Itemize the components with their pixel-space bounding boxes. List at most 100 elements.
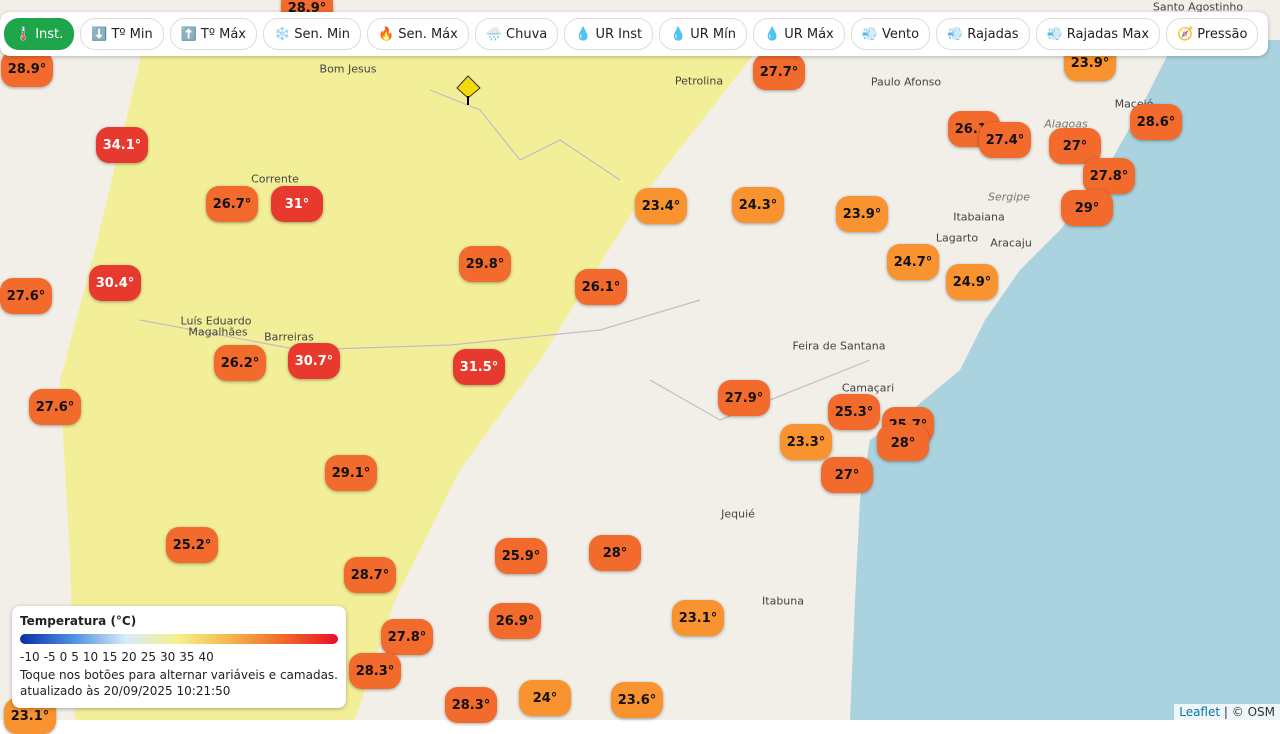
temperature-marker[interactable]: 27.4° <box>979 122 1031 158</box>
button-label[interactable]: Rajadas <box>967 26 1019 42</box>
temperature-marker[interactable]: 23.3° <box>780 424 832 460</box>
toolbar-button[interactable]: 🌧️ Chuva <box>474 18 559 50</box>
temperature-marker[interactable]: 25.3° <box>828 394 880 430</box>
toolbar-button[interactable]: 💨 Rajadas <box>936 18 1030 50</box>
temperature-marker[interactable]: 27.8° <box>1083 158 1135 194</box>
temperature-marker[interactable]: 30.4° <box>89 265 141 301</box>
toolbar-button[interactable]: 💨 Rajadas Max <box>1035 18 1161 50</box>
place-label: Barreiras <box>264 330 314 344</box>
legend-title: Temperatura (°C) <box>20 614 137 628</box>
temperature-marker[interactable]: 27.6° <box>0 278 52 314</box>
temperature-marker[interactable]: 29° <box>1061 190 1113 226</box>
temperature-marker[interactable]: 29.8° <box>459 246 511 282</box>
temperature-marker[interactable]: 25.9° <box>495 538 547 574</box>
button-icon: 💧 <box>575 26 592 42</box>
toolbar-button[interactable]: 💧 UR Mín <box>659 18 747 50</box>
legend-scale-label: -5 <box>43 650 56 664</box>
temperature-marker[interactable]: 29.1° <box>325 455 377 491</box>
place-label: Corrente <box>251 172 299 186</box>
place-label: Sergipe <box>987 190 1031 204</box>
temperature-marker[interactable]: 30.7° <box>288 343 340 379</box>
leaflet-link[interactable]: Leaflet <box>1179 705 1221 719</box>
button-icon: 💨 <box>947 26 964 42</box>
toolbar-button[interactable]: 🔥 Sen. Máx <box>367 18 469 50</box>
button-label[interactable]: Pressão <box>1197 26 1248 42</box>
place-label: Aracaju <box>990 236 1032 250</box>
place-label: Jequié <box>721 507 755 521</box>
osm-credit: | © OSM <box>1223 705 1275 719</box>
button-icon: 🧭 <box>1177 26 1194 42</box>
place-label: Luís Eduardo <box>180 314 252 328</box>
place-label: Feira de Santana <box>792 339 886 353</box>
button-icon: 💧 <box>670 26 687 42</box>
temperature-marker[interactable]: 24.3° <box>732 187 784 223</box>
button-label[interactable]: UR Inst <box>595 26 643 42</box>
temperature-marker[interactable]: 27.6° <box>29 389 81 425</box>
temperature-marker[interactable]: 31° <box>271 186 323 222</box>
button-icon: 💨 <box>1046 26 1063 42</box>
toolbar-button[interactable]: ⬇️ Tº Min <box>80 18 164 50</box>
temperature-marker[interactable]: 25.2° <box>166 527 218 563</box>
place-label: Camaçari <box>841 381 895 395</box>
legend-scale-label: 25 <box>140 650 156 664</box>
temperature-marker[interactable]: 24.7° <box>887 244 939 280</box>
temperature-marker[interactable]: 23.9° <box>836 196 888 232</box>
place-label: Santo Agostinho <box>1152 0 1244 14</box>
button-label[interactable]: UR Mín <box>690 26 736 42</box>
temperature-marker[interactable]: 23.4° <box>635 188 687 224</box>
toolbar-button[interactable]: 💨 Vento <box>850 18 931 50</box>
temperature-marker[interactable]: 26.2° <box>214 345 266 381</box>
toolbar-button[interactable]: ❄️ Sen. Min <box>263 18 362 50</box>
temperature-marker[interactable]: 28.9° <box>1 51 53 87</box>
button-icon: 🌡️ <box>15 26 32 42</box>
toolbar-button[interactable]: 🧭 Pressão <box>1166 18 1259 50</box>
temperature-marker[interactable]: 28.3° <box>349 653 401 689</box>
temperature-marker[interactable]: 27.7° <box>753 54 805 90</box>
legend-scale-label: 20 <box>121 650 137 664</box>
place-label: Itabuna <box>762 594 804 608</box>
temperature-marker[interactable]: 27.9° <box>718 380 770 416</box>
temperature-marker[interactable]: 24° <box>519 680 571 716</box>
temperature-marker[interactable]: 28.3° <box>445 687 497 723</box>
button-label[interactable]: Inst. <box>35 26 64 42</box>
legend-hint: Toque nos botões para alternar variáveis… <box>20 668 338 682</box>
toolbar-button[interactable]: 💧 UR Inst <box>564 18 654 50</box>
button-label[interactable]: Sen. Min <box>294 26 351 42</box>
toolbar-button[interactable]: ⬆️ Tº Máx <box>169 18 257 50</box>
temperature-marker[interactable]: 23.1° <box>672 600 724 636</box>
temperature-marker[interactable]: 31.5° <box>453 349 505 385</box>
temperature-marker[interactable]: 28° <box>877 425 929 461</box>
temperature-marker[interactable]: 23.6° <box>611 682 663 718</box>
temperature-marker[interactable]: 26.7° <box>206 186 258 222</box>
legend-scale: -10 -5 0 5 10 15 20 25 30 35 40 <box>20 650 338 664</box>
temperature-marker[interactable]: 28.7° <box>344 557 396 593</box>
sea <box>850 40 1280 720</box>
temperature-marker[interactable]: 26.1° <box>575 269 627 305</box>
temperature-marker[interactable]: 28.6° <box>1130 104 1182 140</box>
legend-scale-label: 5 <box>71 650 79 664</box>
temperature-marker[interactable]: 27.8° <box>381 619 433 655</box>
button-label[interactable]: UR Máx <box>784 26 834 42</box>
borders <box>139 89 871 421</box>
place-label: Magalhães <box>188 325 248 339</box>
button-label[interactable]: Tº Máx <box>200 26 246 42</box>
legend: Temperatura (°C) -10 -5 0 5 10 15 20 25 30 35 40 T… <box>12 606 346 708</box>
temperature-marker[interactable]: 28° <box>589 535 641 571</box>
temperature-marker[interactable]: 34.1° <box>96 127 148 163</box>
temperature-marker[interactable]: 24.9° <box>946 264 998 300</box>
place-label: Itabaiana <box>953 210 1005 224</box>
legend-scale-label: 40 <box>198 650 214 664</box>
temperature-marker[interactable]: 27° <box>821 457 873 493</box>
toolbar-button[interactable]: 🌡️ Inst. <box>4 18 75 50</box>
toolbar-button[interactable]: 💧 UR Máx <box>753 18 845 50</box>
button-label[interactable]: Chuva <box>506 26 548 42</box>
button-icon: 🌧️ <box>485 26 503 42</box>
temperature-marker[interactable]: 26.9° <box>489 603 541 639</box>
toolbar: 🌡️ Inst. ⬇️ Tº Min ⬆️ Tº Máx ❄️ Sen. Min 🔥 Sen. M… <box>0 12 1268 56</box>
button-label[interactable]: Rajadas Max <box>1066 26 1150 42</box>
button-label[interactable]: Vento <box>881 26 920 42</box>
button-label[interactable]: Tº Min <box>111 26 153 42</box>
button-label[interactable]: Sen. Máx <box>398 26 458 42</box>
